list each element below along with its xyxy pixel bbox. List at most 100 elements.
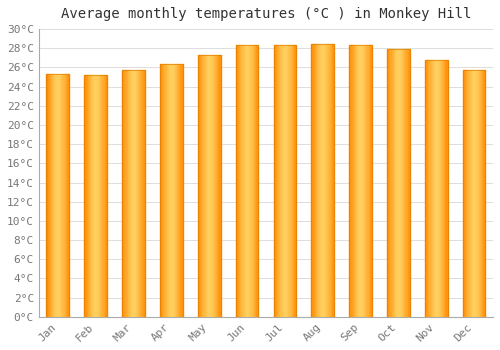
Bar (160, 64, 182, 317)
Bar (178, 64, 179, 317)
Bar (68, 74, 69, 317)
Bar (208, 55, 209, 317)
Bar (400, 49, 402, 317)
Bar (123, 70, 124, 317)
Bar (236, 46, 258, 317)
Bar (139, 70, 140, 317)
Bar (179, 64, 180, 317)
Bar (86, 75, 88, 317)
Bar (256, 46, 257, 317)
Bar (168, 64, 169, 317)
Bar (318, 44, 320, 317)
Bar (61, 74, 62, 317)
Bar (355, 46, 356, 317)
Bar (394, 49, 395, 317)
Bar (136, 70, 137, 317)
Bar (276, 46, 277, 317)
Bar (398, 49, 400, 317)
Bar (366, 46, 368, 317)
Bar (292, 46, 293, 317)
Bar (102, 75, 104, 317)
Bar (237, 46, 238, 317)
Bar (215, 55, 216, 317)
Bar (443, 60, 444, 317)
Bar (124, 70, 126, 317)
Bar (214, 55, 215, 317)
Bar (326, 44, 328, 317)
Bar (446, 60, 448, 317)
Bar (53, 74, 54, 317)
Bar (198, 55, 220, 317)
Bar (252, 46, 254, 317)
Bar (170, 64, 172, 317)
Bar (130, 70, 131, 317)
Bar (325, 44, 326, 317)
Bar (160, 64, 161, 317)
Bar (425, 60, 448, 317)
Bar (174, 64, 176, 317)
Bar (396, 49, 398, 317)
Bar (142, 70, 144, 317)
Bar (370, 46, 371, 317)
Bar (432, 60, 433, 317)
Bar (405, 49, 406, 317)
Bar (140, 70, 141, 317)
Bar (274, 46, 296, 317)
Bar (218, 55, 220, 317)
Bar (46, 74, 69, 317)
Bar (425, 60, 448, 317)
Bar (312, 44, 334, 317)
Bar (257, 46, 258, 317)
Bar (84, 75, 107, 317)
Bar (430, 60, 432, 317)
Bar (392, 49, 394, 317)
Bar (129, 70, 130, 317)
Bar (403, 49, 404, 317)
Bar (350, 46, 352, 317)
Bar (476, 70, 478, 317)
Bar (167, 64, 168, 317)
Bar (290, 46, 292, 317)
Bar (426, 60, 427, 317)
Bar (122, 70, 145, 317)
Bar (280, 46, 281, 317)
Bar (90, 75, 91, 317)
Bar (365, 46, 366, 317)
Bar (59, 74, 60, 317)
Bar (52, 74, 53, 317)
Bar (206, 55, 207, 317)
Bar (131, 70, 132, 317)
Bar (320, 44, 322, 317)
Bar (362, 46, 363, 317)
Bar (317, 44, 318, 317)
Bar (67, 74, 68, 317)
Bar (395, 49, 396, 317)
Bar (428, 60, 430, 317)
Bar (98, 75, 99, 317)
Bar (50, 74, 51, 317)
Bar (242, 46, 244, 317)
Bar (126, 70, 128, 317)
Bar (180, 64, 182, 317)
Bar (200, 55, 201, 317)
Bar (177, 64, 178, 317)
Bar (404, 49, 405, 317)
Bar (122, 70, 145, 317)
Bar (436, 60, 438, 317)
Bar (444, 60, 446, 317)
Bar (464, 70, 465, 317)
Bar (441, 60, 442, 317)
Bar (387, 49, 410, 317)
Bar (100, 75, 102, 317)
Bar (277, 46, 278, 317)
Bar (356, 46, 357, 317)
Bar (438, 60, 440, 317)
Bar (314, 44, 315, 317)
Bar (104, 75, 106, 317)
Bar (246, 46, 247, 317)
Bar (364, 46, 365, 317)
Bar (293, 46, 294, 317)
Bar (285, 46, 286, 317)
Bar (478, 70, 480, 317)
Bar (481, 70, 482, 317)
